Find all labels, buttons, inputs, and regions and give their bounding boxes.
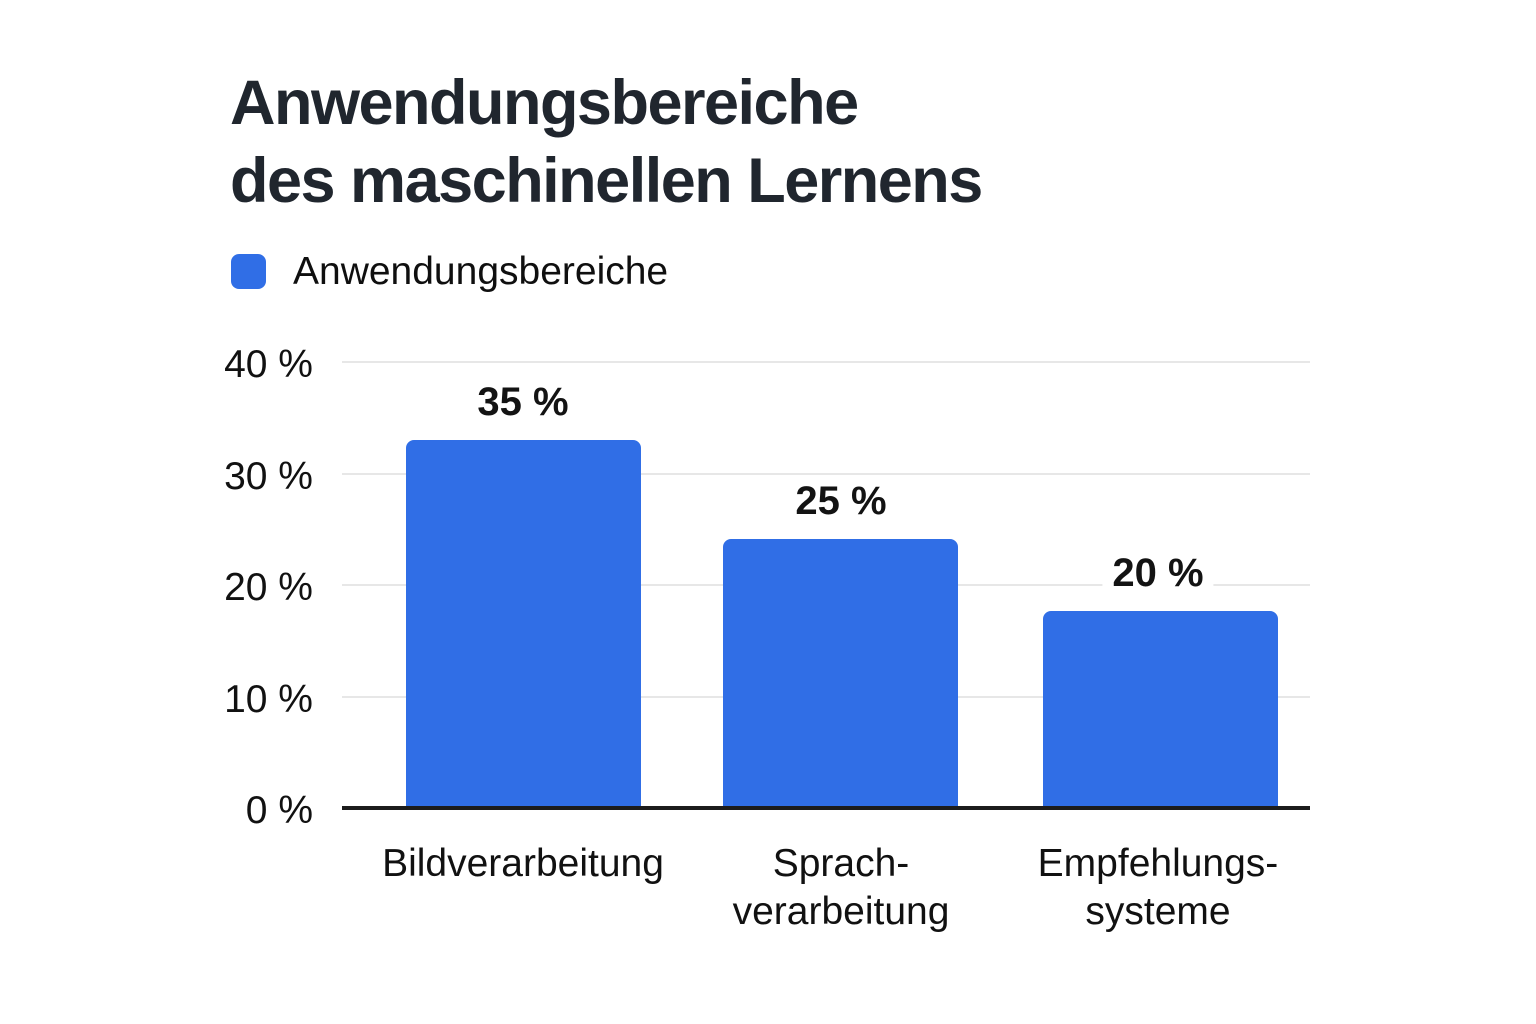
bar-empfehlungssysteme (1043, 610, 1278, 808)
bar-value-label: 25 % (785, 477, 897, 526)
chart-title: Anwendungsbereiche des maschinellen Lern… (230, 64, 983, 220)
y-tick-label: 20 % (224, 566, 313, 609)
bar-sprachverarbeitung (723, 539, 958, 808)
chart-title-line2: des maschinellen Lernens (230, 146, 983, 216)
category-label-line: Bildverarbeitung (382, 842, 664, 885)
category-label-line: verarbeitung (732, 890, 950, 933)
legend-label: Anwendungsbereiche (293, 249, 669, 293)
gridline (342, 361, 1310, 363)
gridline (342, 472, 1310, 475)
category-label: Empfehlungs-systeme (948, 840, 1368, 936)
category-label: Sprach-verarbeitung (631, 840, 1051, 936)
x-axis-line (342, 806, 1310, 810)
y-tick-label: 0 % (245, 789, 313, 832)
bar-value-label: 20 % (1102, 548, 1214, 597)
category-label-line: Empfehlungs- (1037, 842, 1279, 885)
y-tick-label: 30 % (224, 454, 313, 498)
bar-bildverarbeitung (406, 440, 641, 808)
y-tick-label: 10 % (224, 677, 313, 721)
bar-value-label: 35 % (467, 378, 579, 427)
category-label-line: systeme (1085, 890, 1231, 933)
y-tick-label: 40 % (224, 343, 313, 386)
category-label: Bildverarbeitung (313, 840, 733, 888)
legend: Anwendungsbereiche (231, 250, 668, 293)
chart-title-line1: Anwendungsbereiche (230, 68, 859, 138)
category-label-line: Sprach- (772, 842, 910, 885)
legend-swatch-icon (231, 254, 266, 289)
